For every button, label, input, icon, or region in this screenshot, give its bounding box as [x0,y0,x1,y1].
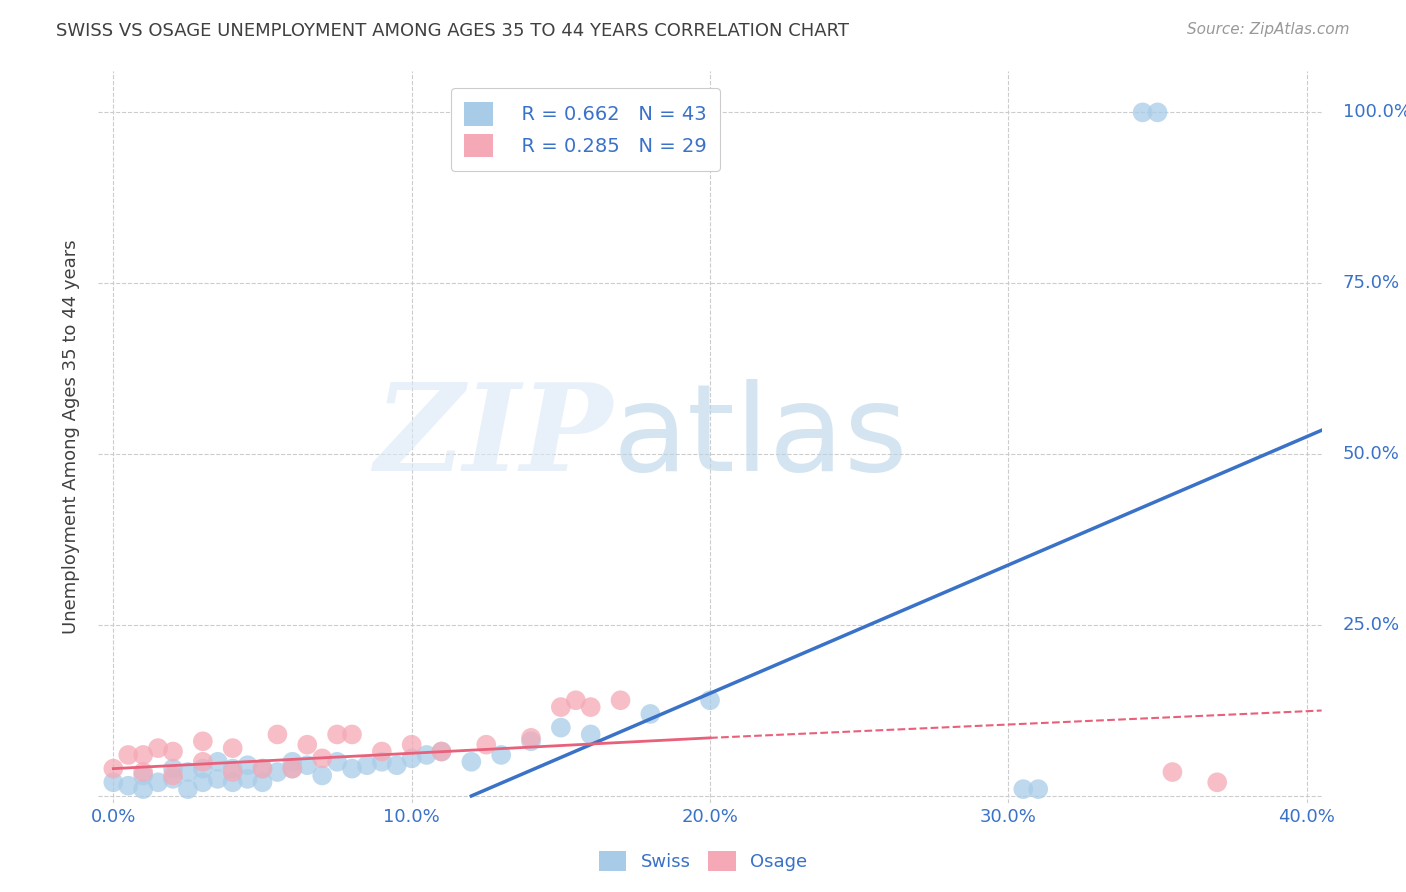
Point [311,751,333,765]
Point [1161,765,1184,780]
Text: 75.0%: 75.0% [1343,274,1400,293]
Point [550,700,572,714]
Point [191,734,214,748]
Point [401,751,423,765]
Point [415,747,437,762]
Point [146,775,169,789]
Point [132,782,155,797]
Point [146,741,169,756]
Point [699,693,721,707]
Point [385,758,408,772]
Point [356,758,378,772]
Point [311,768,333,782]
Point [460,755,482,769]
Point [371,755,394,769]
Point [340,727,363,741]
Point [281,762,304,776]
Point [191,775,214,789]
Point [579,700,602,714]
Point [371,745,394,759]
Text: SWISS VS OSAGE UNEMPLOYMENT AMONG AGES 35 TO 44 YEARS CORRELATION CHART: SWISS VS OSAGE UNEMPLOYMENT AMONG AGES 3… [56,22,849,40]
Point [221,775,243,789]
Point [103,762,125,776]
Point [297,758,319,772]
Point [252,762,274,776]
Point [132,765,155,780]
Point [281,755,304,769]
Point [281,762,304,776]
Point [430,745,453,759]
Point [489,747,512,762]
Point [1026,782,1049,797]
Point [103,775,125,789]
Point [162,772,184,786]
Point [191,762,214,776]
Text: Source: ZipAtlas.com: Source: ZipAtlas.com [1187,22,1350,37]
Point [177,782,200,797]
Point [162,762,184,776]
Text: 50.0%: 50.0% [1343,445,1399,463]
Y-axis label: Unemployment Among Ages 35 to 44 years: Unemployment Among Ages 35 to 44 years [62,240,80,634]
Point [252,775,274,789]
Point [430,745,453,759]
Point [1132,105,1154,120]
Point [326,755,349,769]
Point [579,727,602,741]
Point [565,693,588,707]
Point [1012,782,1035,797]
Point [266,727,288,741]
Point [609,693,631,707]
Point [177,765,200,780]
Point [640,706,662,721]
Point [520,731,543,745]
Point [207,772,229,786]
Point [117,779,139,793]
Point [326,727,349,741]
Point [297,738,319,752]
Point [401,738,423,752]
Point [132,747,155,762]
Point [236,758,259,772]
Text: 100.0%: 100.0% [1343,103,1406,121]
Point [236,772,259,786]
Point [221,765,243,780]
Text: atlas: atlas [612,378,908,496]
Point [252,762,274,776]
Point [221,741,243,756]
Text: 25.0%: 25.0% [1343,616,1400,634]
Point [191,755,214,769]
Point [162,768,184,782]
Point [475,738,498,752]
Point [550,721,572,735]
Point [207,755,229,769]
Point [266,765,288,780]
Legend:   R = 0.662   N = 43,   R = 0.285   N = 29: R = 0.662 N = 43, R = 0.285 N = 29 [451,88,720,171]
Point [1146,105,1168,120]
Point [117,747,139,762]
Text: ZIP: ZIP [374,378,612,496]
Point [340,762,363,776]
Point [132,768,155,782]
Point [1206,775,1229,789]
Point [520,734,543,748]
Point [221,762,243,776]
Point [162,745,184,759]
Legend: Swiss, Osage: Swiss, Osage [592,844,814,879]
